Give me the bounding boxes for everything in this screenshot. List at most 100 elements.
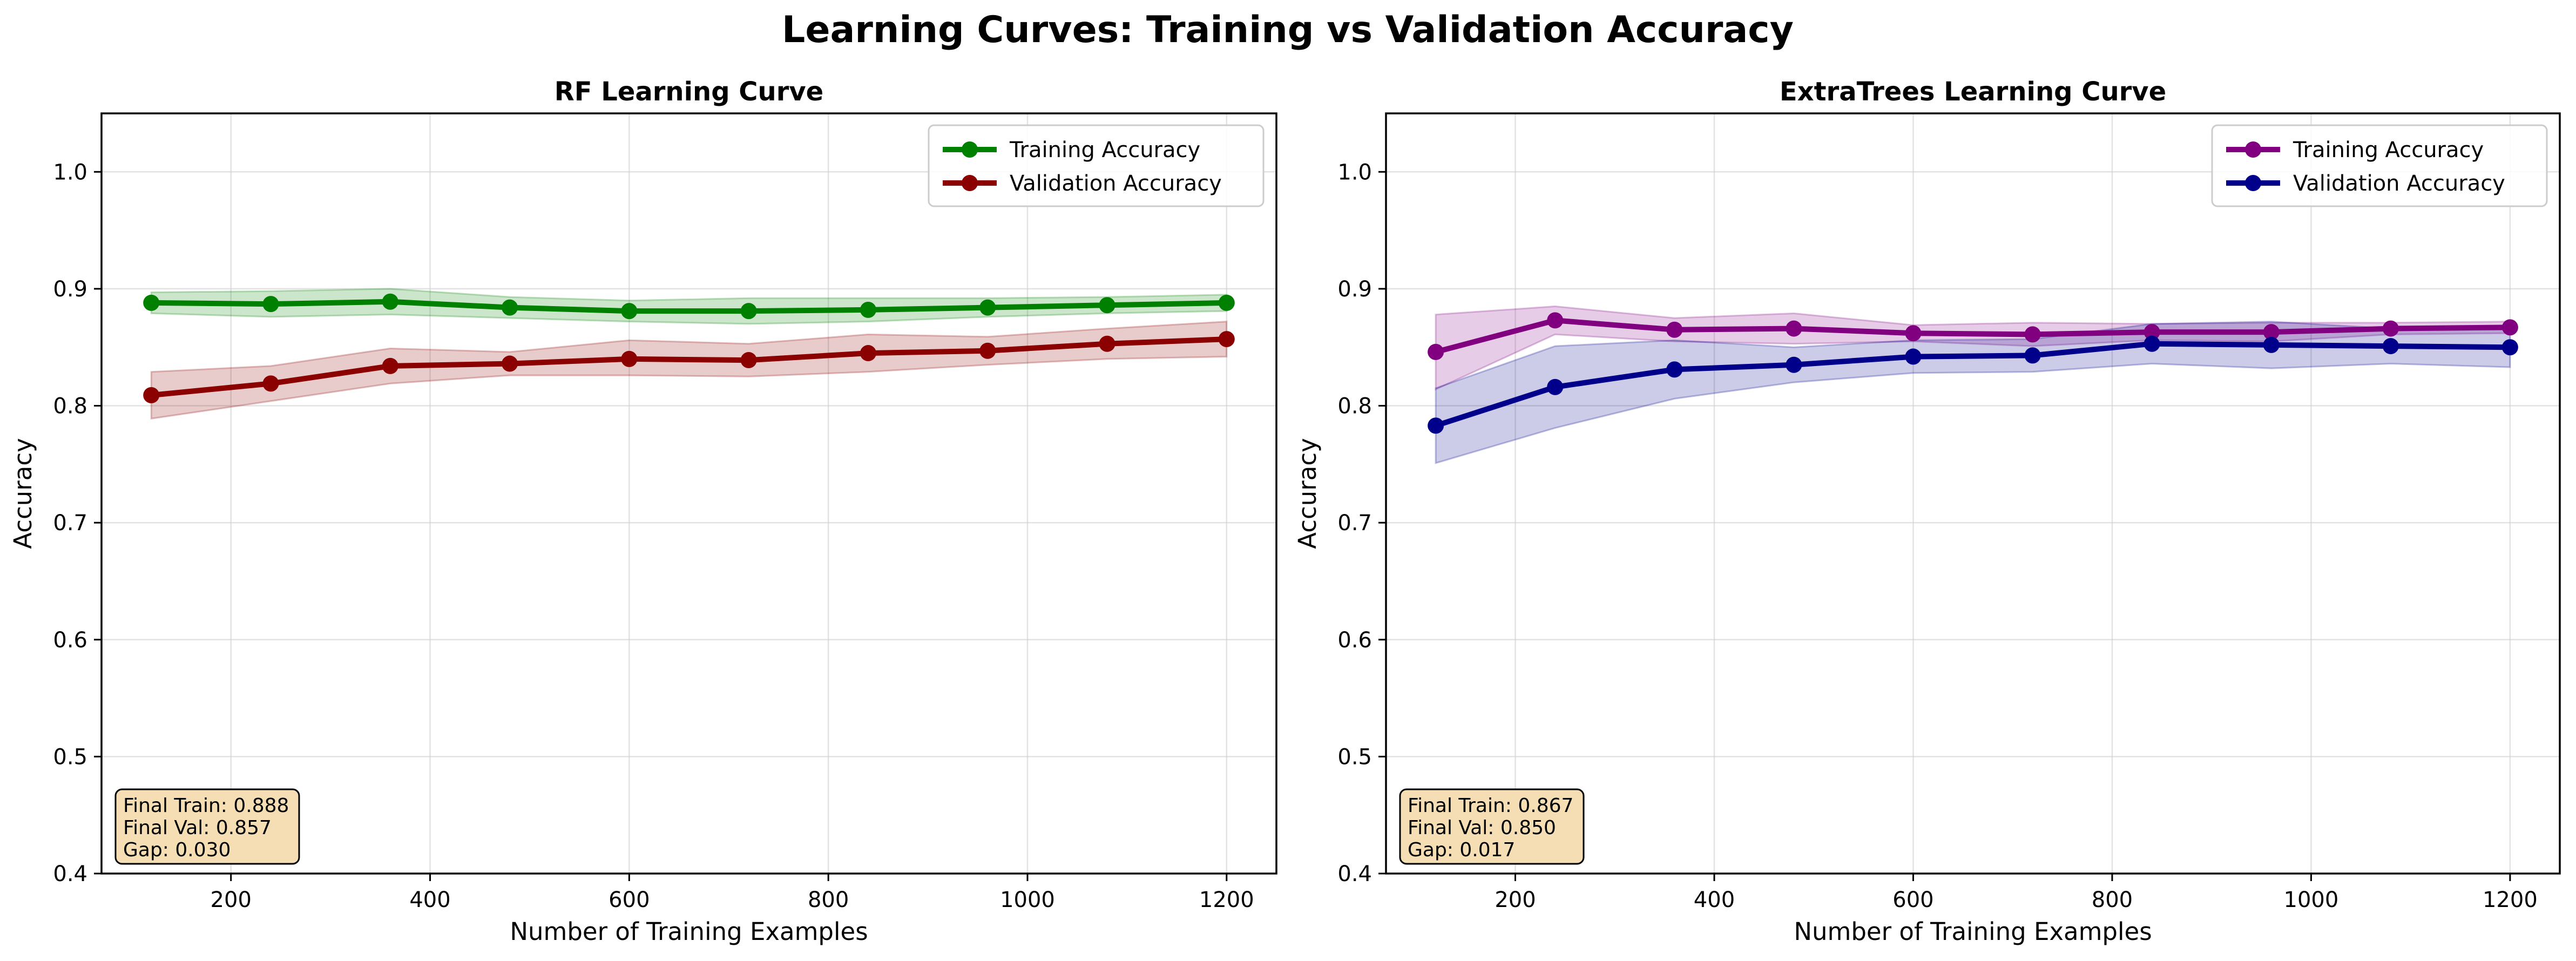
legend-training-label: Training Accuracy — [2293, 138, 2484, 163]
series-validation-line — [1435, 341, 2510, 429]
axes-frame — [1385, 112, 2561, 875]
y-tick-label: 0.6 — [53, 628, 87, 653]
x-tick-label: 400 — [1694, 888, 1735, 912]
series-training-point — [1218, 294, 1235, 311]
x-tick-label: 1200 — [1199, 888, 1254, 912]
series-training-point — [2382, 320, 2399, 337]
x-tick-label: 800 — [2092, 888, 2133, 912]
x-tick-label: 800 — [808, 888, 849, 912]
legend-box — [928, 124, 1265, 207]
stats-line: Final Val: 0.857 — [123, 817, 272, 839]
y-tick-label: 0.7 — [53, 511, 87, 536]
series-validation-point — [2144, 335, 2160, 352]
series-validation-point — [1786, 356, 1802, 373]
series-validation-point — [860, 345, 876, 362]
x-tick-label: 600 — [1892, 888, 1933, 912]
y-tick-label: 0.8 — [53, 394, 87, 419]
stats-box-background — [114, 788, 300, 865]
series-training-point — [2501, 319, 2518, 336]
x-tick-label: 200 — [211, 888, 252, 912]
series-training-point — [1428, 343, 1444, 360]
series-training-point — [621, 303, 638, 320]
series-training-point — [382, 293, 398, 310]
x-tick-label: 200 — [1495, 888, 1536, 912]
series-training-point — [262, 296, 279, 313]
legend-training-marker — [962, 141, 978, 158]
series-training-point — [1786, 320, 1802, 337]
axes-frame — [100, 112, 1277, 875]
series-validation-point — [1099, 335, 1115, 352]
series-training-point — [1666, 321, 1683, 338]
x-axis-label: Number of Training Examples — [1794, 917, 2152, 946]
series-validation-point — [1547, 378, 1564, 395]
legend: Training Accuracy Validation Accuracy — [2211, 124, 2548, 207]
series-validation-point — [2263, 336, 2280, 353]
y-tick-label: 0.8 — [1337, 394, 1372, 419]
chart-title: RF Learning Curve — [555, 77, 823, 107]
series-validation-band — [150, 321, 1228, 420]
series-validation-point — [2501, 339, 2518, 356]
stats-box-background — [1399, 788, 1585, 865]
series-training-point — [2263, 324, 2280, 341]
stats-line: Final Val: 0.850 — [1408, 817, 1556, 839]
legend-validation-label: Validation Accuracy — [1010, 171, 1222, 196]
legend-validation-label: Validation Accuracy — [2293, 171, 2505, 196]
legend-validation-marker — [962, 175, 978, 191]
series-training-point — [979, 299, 996, 316]
series-validation-point — [262, 375, 279, 392]
series-validation-point — [979, 342, 996, 359]
y-tick-label: 0.4 — [1337, 862, 1372, 886]
chart-title: ExtraTrees Learning Curve — [1780, 77, 2166, 107]
series-validation-point — [1905, 348, 1922, 365]
y-tick-label: 0.5 — [1337, 745, 1372, 769]
series-validation-point — [1428, 417, 1444, 434]
y-tick-label: 0.4 — [53, 862, 87, 886]
extratrees-learning-curve-panel: 200 400 600 800 1000 1200 0.4 0.5 0.6 0.7 0.8 0.9 1.… — [1293, 77, 2561, 946]
series-training-point — [740, 303, 757, 320]
y-tick-label: 0.9 — [1337, 277, 1372, 302]
figure-title: Learning Curves: Training vs Validation … — [782, 9, 1794, 51]
y-tick-label: 1.0 — [53, 160, 87, 185]
series-training-band — [150, 288, 1228, 325]
y-axis-label: Accuracy — [9, 438, 37, 549]
series-validation-point — [1666, 361, 1683, 378]
x-tick-label: 1000 — [2284, 888, 2339, 912]
series-validation-point — [740, 352, 757, 369]
x-tick-label: 1000 — [1000, 888, 1055, 912]
series-training-point — [2144, 324, 2160, 341]
legend-validation-marker — [2245, 175, 2261, 191]
series-training-point — [502, 299, 518, 316]
x-tick-label: 400 — [409, 888, 450, 912]
series-training-point — [860, 301, 876, 318]
x-tick-label: 600 — [608, 888, 650, 912]
rf-learning-curve-panel: 200 400 600 800 1000 1200 0.4 0.5 0.6 0.7 0.8 0.9 1.… — [9, 77, 1277, 946]
series-validation-point — [621, 350, 638, 367]
legend-box — [2211, 124, 2548, 207]
legend-training-marker — [2245, 141, 2261, 158]
series-training-line — [1435, 317, 2510, 355]
y-tick-label: 0.6 — [1337, 628, 1372, 653]
y-tick-label: 1.0 — [1337, 160, 1372, 185]
y-tick-label: 0.5 — [53, 745, 87, 769]
series-validation-band — [1435, 321, 2511, 464]
legend: Training Accuracy Validation Accuracy — [928, 124, 1265, 207]
y-axis-label: Accuracy — [1293, 438, 1322, 549]
series-training-point — [1905, 325, 1922, 342]
stats-line: Gap: 0.030 — [123, 839, 231, 861]
stats-line: Final Train: 0.867 — [1408, 795, 1573, 817]
series-training-point — [1099, 297, 1115, 314]
series-validation-line — [151, 336, 1227, 398]
stats-line: Final Train: 0.888 — [123, 795, 289, 817]
series-training-line — [151, 299, 1227, 314]
legend-training-label: Training Accuracy — [1009, 138, 1200, 163]
stats-line: Gap: 0.017 — [1408, 839, 1515, 861]
series-validation-point — [143, 387, 160, 404]
series-validation-point — [2024, 347, 2041, 364]
y-tick-label: 0.7 — [1337, 511, 1372, 536]
series-validation-point — [2382, 338, 2399, 355]
series-training-point — [143, 294, 160, 311]
series-training-point — [2024, 326, 2041, 343]
